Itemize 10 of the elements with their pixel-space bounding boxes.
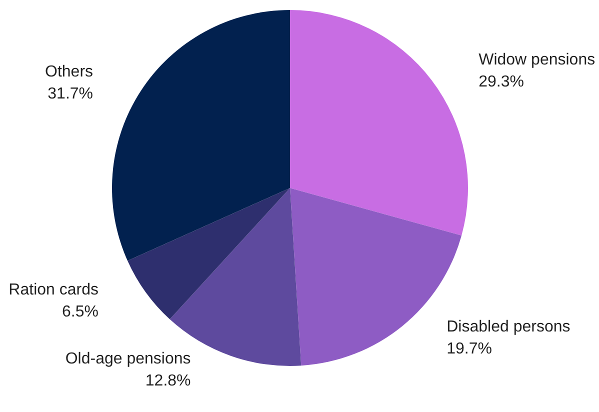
data-label: 12.8%: [145, 372, 191, 390]
data-label: 19.7%: [446, 340, 492, 358]
slice-label: Ration cards: [8, 281, 99, 298]
slice-label: Disabled persons: [446, 318, 570, 336]
slice-label: Others: [45, 64, 94, 81]
slice-label: Widow pensions: [478, 52, 596, 69]
data-label: 31.7%: [48, 86, 94, 103]
data-label: 29.3%: [478, 74, 524, 91]
data-label: 6.5%: [62, 303, 99, 320]
slice-label: Old-age pensions: [65, 350, 191, 368]
